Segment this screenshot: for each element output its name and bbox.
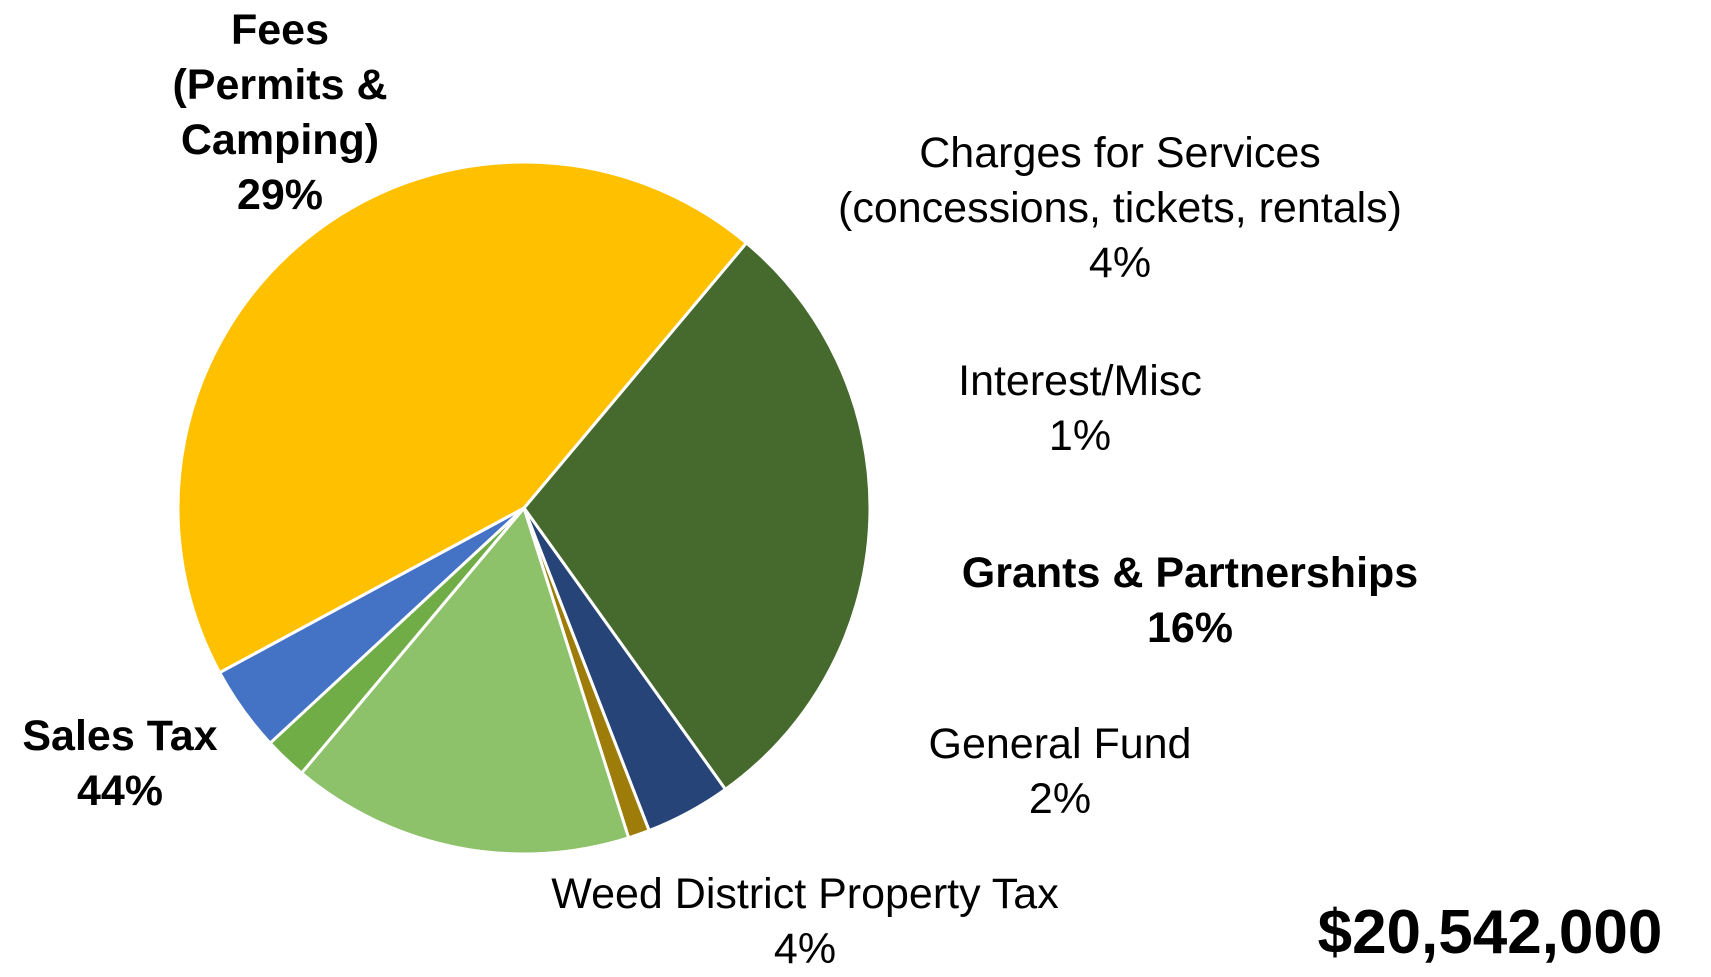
label-interest-pct: 1% [1048, 412, 1112, 460]
label-sales-tax: Sales Tax 44% [0, 709, 240, 819]
pie-slice-fees [522, 241, 872, 791]
label-weed-district-line-1: Weed District Property Tax [551, 870, 1059, 918]
label-grants-partnerships: Grants & Partnerships 16% [880, 546, 1500, 656]
label-sales-tax-pct: 44% [76, 767, 164, 815]
label-fees: Fees (Permits & Camping) 29% [130, 3, 430, 223]
pie-slice-grants-partnerships [300, 506, 631, 856]
label-fees-line-3: Camping) [180, 116, 380, 164]
label-sales-tax-line-1: Sales Tax [22, 712, 218, 760]
label-grants-pct: 16% [1146, 604, 1234, 652]
label-weed-district-pct: 4% [773, 925, 837, 973]
label-weed-district-property-tax: Weed District Property Tax 4% [480, 867, 1130, 977]
label-charges-line-1: Charges for Services [919, 129, 1321, 177]
label-fees-line-1: Fees [230, 6, 329, 54]
label-charges-for-services: Charges for Services (concessions, ticke… [770, 126, 1470, 291]
label-grants-line-1: Grants & Partnerships [961, 549, 1419, 597]
total-amount: $20,542,000 [1317, 898, 1663, 967]
label-interest-misc: Interest/Misc 1% [880, 354, 1280, 464]
label-fees-pct: 29% [236, 171, 324, 219]
label-general-fund-line-1: General Fund [928, 720, 1192, 768]
pie-slice-sales-tax [176, 160, 748, 675]
label-charges-pct: 4% [1088, 239, 1152, 287]
label-general-fund: General Fund 2% [860, 717, 1260, 827]
label-charges-line-2: (concessions, tickets, rentals) [838, 184, 1402, 232]
label-general-fund-pct: 2% [1028, 775, 1092, 823]
label-interest-line-1: Interest/Misc [958, 357, 1202, 405]
label-fees-line-2: (Permits & [172, 61, 388, 109]
